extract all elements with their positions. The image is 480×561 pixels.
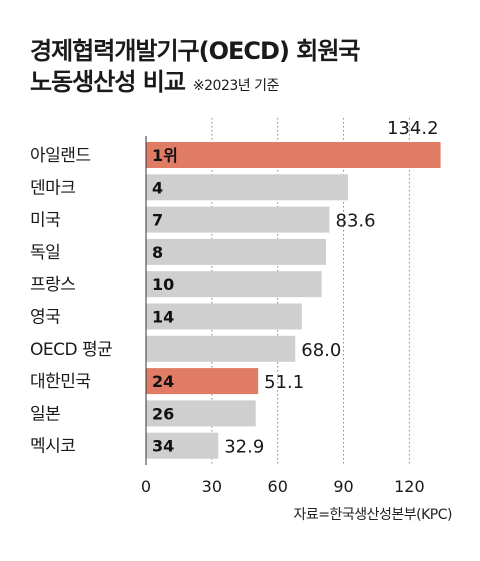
value-label: 51.1 bbox=[264, 372, 304, 393]
bar bbox=[146, 432, 219, 459]
bar bbox=[146, 142, 441, 168]
title-block: 경제협력개발기구(OECD) 회원국 노동생산성 비교 ※2023년 기준 bbox=[30, 36, 361, 102]
x-tick-label: 0 bbox=[141, 477, 151, 496]
category-label: 일본 bbox=[30, 404, 60, 424]
bar bbox=[146, 368, 259, 395]
category-label: 독일 bbox=[30, 243, 60, 263]
bar bbox=[146, 303, 302, 330]
x-tick-label: 90 bbox=[333, 477, 353, 496]
rank-label: 7 bbox=[152, 211, 163, 230]
rank-label: 1위 bbox=[152, 146, 178, 165]
chart-title: 경제협력개발기구(OECD) 회원국 bbox=[30, 37, 361, 65]
bar bbox=[146, 238, 326, 265]
source-note: 자료=한국생산성본부(KPC) bbox=[293, 507, 453, 523]
category-label: 대한민국 bbox=[30, 372, 91, 392]
category-label: 덴마크 bbox=[30, 178, 75, 198]
bar bbox=[146, 271, 322, 298]
category-label: 프랑스 bbox=[30, 275, 75, 295]
value-label: 32.9 bbox=[224, 437, 264, 458]
category-label: 아일랜드 bbox=[30, 146, 91, 166]
bar bbox=[146, 174, 348, 201]
rank-label: 34 bbox=[152, 437, 174, 456]
bar bbox=[146, 335, 296, 362]
x-tick-label: 30 bbox=[202, 477, 222, 496]
category-label: 멕시코 bbox=[30, 437, 75, 457]
category-label: 미국 bbox=[30, 211, 60, 231]
rank-label: 10 bbox=[152, 275, 174, 294]
rank-label: 26 bbox=[152, 404, 174, 423]
chart-note: ※2023년 기준 bbox=[192, 78, 279, 94]
category-label: OECD 평균 bbox=[30, 340, 112, 360]
rank-label: 24 bbox=[152, 372, 174, 391]
category-label: 영국 bbox=[30, 308, 60, 328]
value-label: 68.0 bbox=[301, 340, 341, 361]
rank-label: 8 bbox=[152, 243, 163, 262]
chart-subtitle: 노동생산성 비교 bbox=[30, 68, 186, 96]
x-tick-label: 120 bbox=[394, 477, 425, 496]
rank-label: 14 bbox=[152, 308, 174, 327]
rank-label: 4 bbox=[152, 178, 163, 197]
bar bbox=[146, 400, 256, 427]
value-label: 134.2 bbox=[387, 118, 439, 139]
x-tick-label: 60 bbox=[268, 477, 288, 496]
value-label: 83.6 bbox=[336, 211, 376, 232]
bar bbox=[146, 206, 330, 233]
